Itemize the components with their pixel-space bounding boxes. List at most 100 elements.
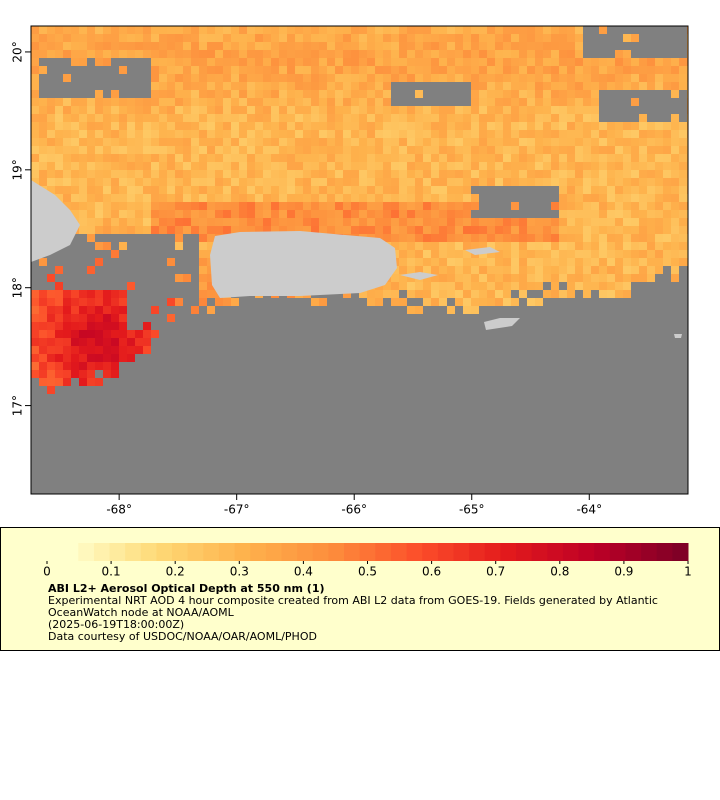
aod-cell [143,122,151,130]
aod-cell [615,154,623,162]
aod-cell [47,42,55,50]
aod-cell [583,122,591,130]
aod-cell [351,34,359,42]
aod-cell [583,106,591,114]
aod-cell [359,66,367,74]
aod-cell [583,290,591,298]
aod-cell [223,154,231,162]
aod-cell [31,290,39,298]
aod-cell [79,130,87,138]
aod-cell [575,226,583,234]
aod-cell [55,42,63,50]
aod-cell [559,34,567,42]
aod-cell [551,250,559,258]
aod-cell [623,282,631,290]
aod-cell [207,34,215,42]
aod-cell [79,50,87,58]
aod-cell [199,114,207,122]
aod-cell [39,130,47,138]
colorbar-swatch [531,543,548,561]
aod-cell [519,122,527,130]
aod-cell [599,146,607,154]
aod-cell [599,130,607,138]
aod-cell [639,242,647,250]
colorbar-swatch [578,543,595,561]
aod-cell [455,58,463,66]
aod-cell [175,186,183,194]
aod-cell [103,34,111,42]
aod-cell [111,162,119,170]
aod-cell [583,194,591,202]
aod-cell [503,226,511,234]
aod-cell [327,218,335,226]
aod-cell [127,330,135,338]
aod-cell [39,162,47,170]
aod-cell [487,50,495,58]
aod-cell [503,114,511,122]
aod-cell [39,306,47,314]
aod-cell [71,322,79,330]
aod-cell [71,154,79,162]
aod-cell [655,226,663,234]
aod-cell [215,154,223,162]
aod-cell [271,74,279,82]
aod-cell [639,250,647,258]
aod-cell [215,218,223,226]
aod-cell [135,154,143,162]
aod-cell [455,162,463,170]
aod-cell [327,58,335,66]
aod-cell [87,186,95,194]
aod-cell [647,186,655,194]
aod-cell [495,146,503,154]
aod-cell [623,266,631,274]
aod-cell [495,42,503,50]
aod-cell [479,130,487,138]
aod-cell [527,114,535,122]
aod-cell [343,170,351,178]
aod-cell [663,226,671,234]
aod-cell [479,82,487,90]
aod-cell [175,154,183,162]
aod-cell [407,26,415,34]
aod-cell [567,242,575,250]
aod-cell [455,74,463,82]
colorbar-tick-label: 0.1 [102,565,121,579]
aod-cell [119,170,127,178]
aod-cell [335,210,343,218]
aod-cell [415,42,423,50]
aod-cell [655,170,663,178]
aod-cell [343,58,351,66]
aod-cell [63,154,71,162]
aod-cell [455,210,463,218]
map-frame [30,25,689,495]
aod-cell [263,66,271,74]
caption-line: Experimental NRT AOD 4 hour composite cr… [48,594,658,619]
aod-cell [63,354,71,362]
aod-cell [431,282,439,290]
aod-cell [311,138,319,146]
aod-cell [551,58,559,66]
aod-cell [159,162,167,170]
aod-cell [447,210,455,218]
aod-cell [519,130,527,138]
aod-cell [679,242,687,250]
caption: ABI L2+ Aerosol Optical Depth at 550 nm … [48,583,688,643]
aod-cell [439,298,447,306]
aod-cell [343,226,351,234]
aod-cell [527,298,535,306]
aod-cell [415,122,423,130]
aod-cell [447,250,455,258]
aod-cell [455,122,463,130]
aod-cell [431,122,439,130]
colorbar-tick-label: 0.5 [358,565,377,579]
aod-cell [607,282,615,290]
aod-cell [351,178,359,186]
aod-cell [383,58,391,66]
aod-cell [519,58,527,66]
aod-cell [495,50,503,58]
aod-cell [215,106,223,114]
aod-cell [543,106,551,114]
aod-cell [215,122,223,130]
aod-cell [399,162,407,170]
aod-cell [471,26,479,34]
